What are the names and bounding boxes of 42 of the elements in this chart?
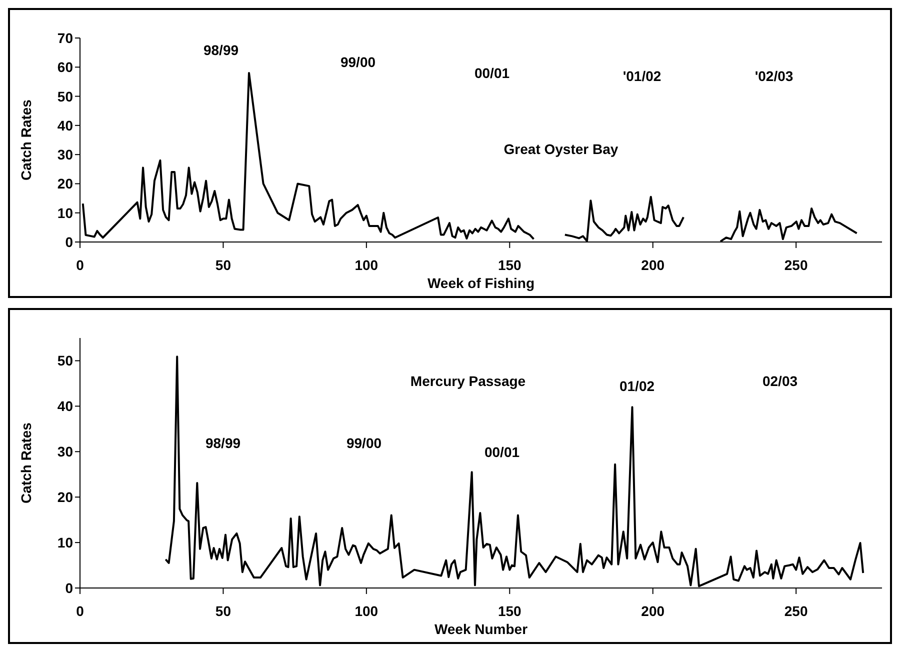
y-tick-label: 10 (57, 204, 74, 221)
x-tick-label: 0 (76, 602, 84, 619)
annotation: 99/00 (340, 54, 376, 70)
annotation: '02/03 (754, 68, 794, 84)
y-tick-label: 50 (57, 352, 74, 369)
y-tick-label: 60 (57, 59, 74, 76)
x-tick-label: 150 (498, 256, 522, 273)
y-tick-label: 0 (65, 580, 74, 596)
x-tick-label: 100 (354, 602, 378, 619)
annotation: Mercury Passage (410, 373, 526, 389)
y-tick-label: 70 (57, 30, 74, 46)
y-tick-label: 40 (57, 117, 74, 134)
annotation: 98/99 (203, 42, 239, 58)
y-tick-label: 40 (57, 398, 74, 414)
annotation: 01/02 (619, 378, 655, 394)
x-axis-title: Week Number (434, 621, 528, 637)
annotation: '01/02 (622, 68, 662, 84)
x-axis-title: Week of Fishing (427, 275, 535, 291)
y-tick-label: 30 (57, 444, 74, 460)
annotation: 00/01 (484, 444, 520, 460)
y-tick-label: 30 (57, 146, 74, 163)
x-tick-label: 250 (784, 602, 808, 619)
x-tick-label: 200 (641, 602, 665, 619)
y-tick-label: 20 (57, 176, 74, 192)
annotation: Great Oyster Bay (504, 141, 618, 157)
y-axis-title: Catch Rates (18, 422, 34, 504)
x-tick-label: 50 (215, 602, 232, 619)
y-tick-label: 0 (65, 234, 74, 250)
annotation: 99/00 (346, 435, 382, 451)
annotation: 02/03 (762, 373, 798, 389)
y-tick-label: 20 (57, 489, 74, 506)
x-tick-label: 0 (76, 256, 84, 273)
x-tick-label: 150 (498, 602, 522, 619)
y-axis-title: Catch Rates (18, 99, 34, 180)
x-tick-label: 100 (354, 256, 378, 273)
y-tick-label: 10 (57, 534, 74, 551)
annotation: 98/99 (205, 435, 241, 451)
x-tick-label: 250 (784, 256, 808, 273)
annotation: 00/01 (474, 65, 510, 81)
x-tick-label: 200 (641, 256, 665, 273)
x-tick-label: 50 (215, 256, 232, 273)
y-tick-label: 50 (57, 88, 74, 104)
